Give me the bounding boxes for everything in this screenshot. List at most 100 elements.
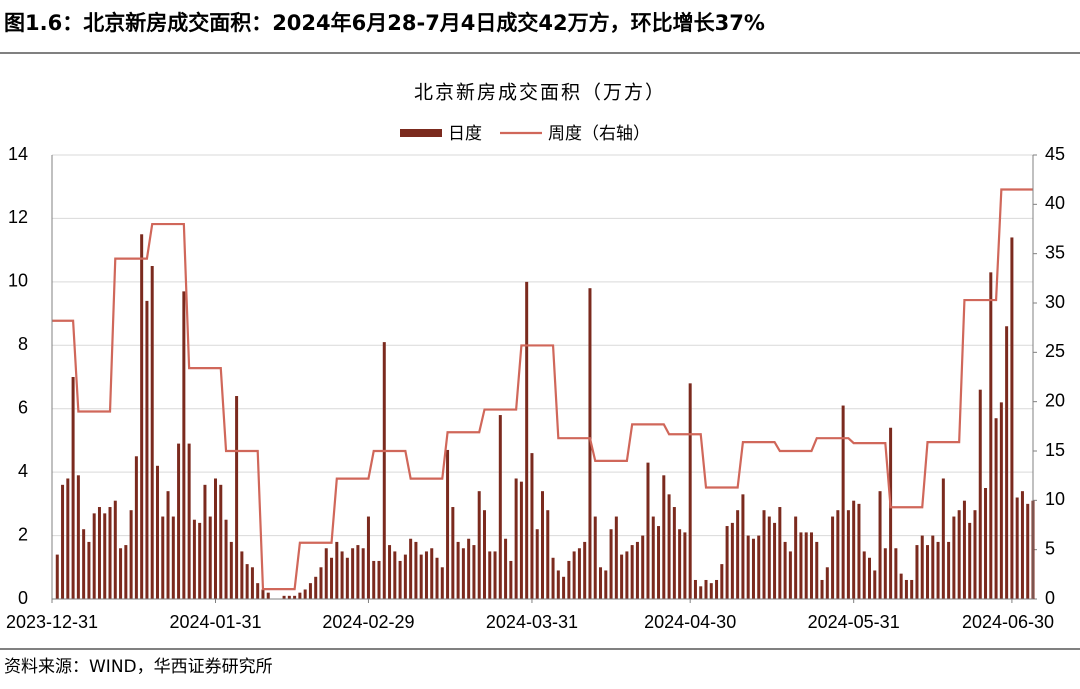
- bar: [799, 532, 803, 599]
- legend-label: 日度: [448, 124, 482, 144]
- bar: [182, 291, 186, 599]
- bar: [340, 551, 344, 599]
- bar: [841, 405, 845, 599]
- bar: [641, 535, 645, 599]
- bar: [572, 551, 576, 599]
- bar: [757, 535, 761, 599]
- bar: [293, 595, 297, 599]
- bar: [245, 564, 249, 599]
- bar: [229, 541, 233, 599]
- x-tick-label: 2024-04-30: [644, 612, 736, 632]
- bar: [699, 586, 703, 599]
- y2-tick-label: 40: [1045, 193, 1065, 213]
- bar: [836, 510, 840, 599]
- x-tick-label: 2023-12-31: [6, 612, 98, 632]
- bar: [957, 510, 961, 599]
- y-tick-label: 8: [18, 334, 28, 354]
- bar: [250, 567, 254, 599]
- y2-tick-label: 45: [1045, 144, 1065, 164]
- bar: [936, 541, 940, 599]
- bar: [767, 516, 771, 599]
- bar: [235, 396, 239, 599]
- bar: [1010, 237, 1014, 599]
- bar: [556, 570, 560, 599]
- bar: [804, 532, 808, 599]
- bar: [134, 456, 138, 599]
- bar: [382, 342, 386, 599]
- bar: [941, 478, 945, 599]
- chart-title: 北京新房成交面积（万方）: [414, 82, 666, 104]
- bar: [609, 529, 613, 599]
- bar: [899, 573, 903, 599]
- bar: [356, 545, 360, 599]
- bar: [525, 281, 529, 599]
- bar: [108, 507, 112, 599]
- bar: [730, 522, 734, 599]
- bar: [657, 526, 661, 599]
- bar: [430, 548, 434, 599]
- bar: [161, 516, 165, 599]
- y-tick-label: 14: [8, 144, 28, 164]
- bar: [646, 462, 650, 599]
- bar: [678, 529, 682, 599]
- bar: [688, 383, 692, 599]
- bar: [287, 595, 291, 599]
- bar: [746, 535, 750, 599]
- bar: [66, 478, 70, 599]
- bar: [583, 541, 587, 599]
- bar: [456, 541, 460, 599]
- bar: [55, 554, 59, 599]
- bar: [467, 538, 471, 599]
- bar: [330, 557, 334, 599]
- bar: [424, 551, 428, 599]
- bar: [794, 516, 798, 599]
- bar: [514, 478, 518, 599]
- bar: [419, 554, 423, 599]
- bar: [308, 583, 312, 599]
- y-tick-label: 10: [8, 271, 28, 291]
- source-note: 资料来源：WIND，华西证券研究所: [4, 657, 273, 677]
- bar: [1015, 497, 1019, 599]
- bar: [314, 576, 318, 599]
- bar: [440, 567, 444, 599]
- bar: [868, 557, 871, 599]
- bar: [493, 551, 497, 599]
- bar: [140, 234, 144, 600]
- bar: [630, 545, 634, 599]
- y2-tick-label: 15: [1045, 440, 1065, 460]
- y2-tick-label: 5: [1045, 538, 1055, 558]
- bar: [878, 491, 882, 599]
- y-tick-label: 2: [18, 524, 28, 544]
- bar: [303, 589, 307, 599]
- bar: [672, 507, 676, 599]
- bar: [482, 510, 486, 599]
- bar: [625, 551, 629, 599]
- bar: [113, 500, 117, 599]
- bar: [393, 551, 397, 599]
- bar: [446, 449, 450, 599]
- bar: [915, 545, 919, 599]
- bar: [351, 548, 355, 599]
- bar: [192, 519, 196, 599]
- bar: [477, 491, 481, 599]
- bar: [788, 551, 792, 599]
- legend-swatch: [400, 129, 442, 137]
- bar: [614, 516, 618, 599]
- bar: [435, 557, 439, 599]
- legend-label: 周度（右轴）: [548, 124, 650, 144]
- bar: [451, 507, 455, 599]
- bar: [762, 510, 766, 599]
- x-tick-label: 2024-05-31: [808, 612, 900, 632]
- y2-tick-label: 35: [1045, 242, 1065, 262]
- bar: [599, 567, 603, 599]
- bar: [783, 541, 787, 599]
- bar: [335, 541, 339, 599]
- bar: [773, 522, 777, 599]
- bar: [324, 548, 328, 599]
- bar: [92, 513, 96, 599]
- y2-tick-label: 0: [1045, 588, 1055, 608]
- bar: [968, 522, 972, 599]
- bar: [403, 554, 407, 599]
- bar: [488, 551, 492, 599]
- bar: [198, 522, 202, 599]
